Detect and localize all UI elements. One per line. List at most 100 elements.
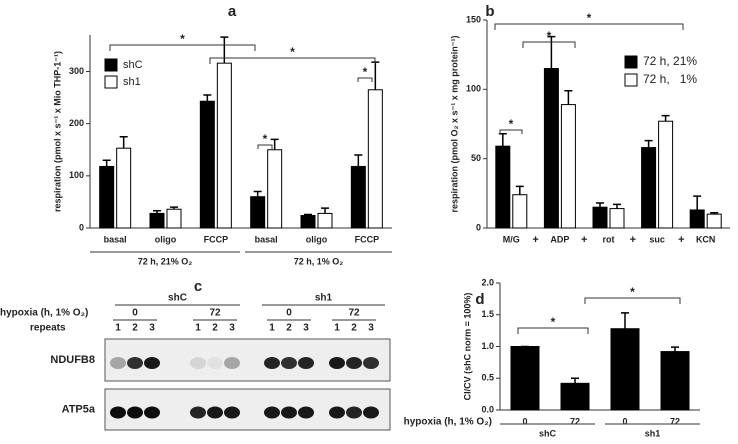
blot-band	[346, 406, 362, 419]
x-tick-label: KCN	[696, 234, 716, 244]
separator: +	[678, 234, 684, 246]
legend-swatch	[104, 75, 118, 89]
time-label: 72	[348, 308, 360, 319]
error-bar	[661, 114, 670, 122]
y-tick-label: 2.0	[481, 277, 494, 287]
blot-band	[298, 357, 314, 369]
error-bar	[564, 89, 573, 105]
annotation: *	[509, 117, 514, 131]
error-bar	[253, 190, 262, 197]
bar	[560, 382, 590, 411]
x-tick-label: rot	[603, 234, 615, 244]
annotation: *	[363, 65, 368, 79]
error-bar	[354, 154, 363, 167]
bar	[689, 209, 705, 229]
x-tick-label: basal	[104, 234, 127, 244]
bar	[267, 149, 283, 229]
y-tick-label: 200	[69, 118, 84, 128]
legend-label: sh1	[123, 76, 141, 88]
blot-band	[110, 357, 126, 369]
blot-band	[190, 406, 206, 419]
bar	[300, 214, 316, 229]
repeat-label: 2	[351, 323, 357, 334]
repeat-label: 2	[212, 323, 218, 334]
blot-band	[264, 406, 280, 419]
blot-band	[127, 406, 143, 419]
group-label: shC	[539, 428, 557, 438]
x-tick-label: 72	[570, 416, 580, 426]
repeat-label: 1	[334, 323, 340, 334]
bar	[367, 89, 383, 229]
legend-label: 72 h, 1%	[643, 72, 697, 86]
bar	[609, 208, 625, 229]
error-bar	[203, 94, 212, 102]
x-tick-label: M/G	[503, 234, 520, 244]
significance-bracket	[257, 144, 273, 149]
group-label: sh1	[645, 428, 661, 438]
blot-band	[363, 406, 379, 419]
significance-bracket	[209, 57, 376, 64]
repeat-label: 2	[132, 323, 138, 334]
y-axis-label: CI/CV (shC norm = 100%)	[462, 293, 472, 401]
legend-label: 72 h, 21%	[643, 54, 697, 68]
y-tick-label: 150	[466, 14, 481, 24]
repeat-label: 1	[195, 323, 201, 334]
y-tick-label: 300	[69, 66, 84, 76]
y-axis-label: respiration (pmol O₂ x s⁻¹ x mg protein⁻…	[449, 35, 459, 212]
y-tick-label: 0	[476, 222, 481, 232]
bar	[350, 165, 366, 229]
bar	[99, 165, 115, 229]
x-tick-label: suc	[649, 234, 665, 244]
panel-letter: b	[485, 3, 494, 20]
significance-bracket	[357, 77, 373, 82]
significance-bracket	[584, 297, 681, 304]
x-tick-label: basal	[255, 234, 278, 244]
bar	[706, 213, 722, 229]
blot-band	[144, 406, 160, 419]
y-tick-label: 100	[69, 170, 84, 180]
error-bar	[304, 213, 312, 216]
annotation: *	[547, 29, 552, 43]
legend-swatch	[624, 73, 638, 87]
legend-swatch	[104, 58, 118, 72]
annotation: *	[180, 32, 185, 46]
group-label: 72 h, 21% O₂	[138, 256, 193, 266]
blot-band	[281, 406, 297, 419]
blot-band	[207, 357, 223, 369]
y-axis-label: respiration (pmol x s⁻¹ x Mio THP-1⁻¹)	[52, 51, 62, 212]
group-label: sh1	[315, 293, 333, 304]
blot-band	[190, 357, 206, 369]
blot-band	[224, 357, 240, 369]
panel-letter: d	[475, 291, 484, 308]
y-tick-label: 1.0	[481, 341, 494, 351]
bar	[149, 212, 165, 229]
bar	[317, 212, 333, 229]
error-bar	[515, 185, 524, 195]
bar	[512, 194, 528, 229]
annotation: *	[630, 285, 635, 299]
error-bar	[644, 139, 653, 148]
error-bar	[220, 36, 229, 64]
error-bar	[102, 159, 111, 167]
repeat-label: 1	[115, 323, 121, 334]
x-tick-label: oligo	[155, 234, 177, 244]
y-tick-label: 0.0	[481, 404, 494, 414]
y-tick-label: 50	[471, 153, 481, 163]
bar	[116, 147, 132, 229]
x-tick-label: oligo	[306, 234, 328, 244]
x-axis-label: hypoxia (h, 1% O₂)	[404, 417, 492, 428]
x-tick-label: 0	[622, 416, 627, 426]
separator: +	[532, 234, 538, 246]
bar	[641, 147, 657, 229]
separator: +	[630, 234, 636, 246]
blot-band	[110, 406, 126, 419]
repeats-label: repeats	[30, 323, 66, 334]
legend-swatch	[624, 55, 638, 69]
row-label: ATP5a	[62, 403, 96, 415]
blot-band	[363, 357, 379, 369]
bar	[510, 346, 540, 411]
bar	[610, 328, 640, 411]
error-bar	[498, 132, 507, 147]
annotation: *	[551, 315, 556, 329]
x-tick-label: FCCP	[355, 234, 380, 244]
